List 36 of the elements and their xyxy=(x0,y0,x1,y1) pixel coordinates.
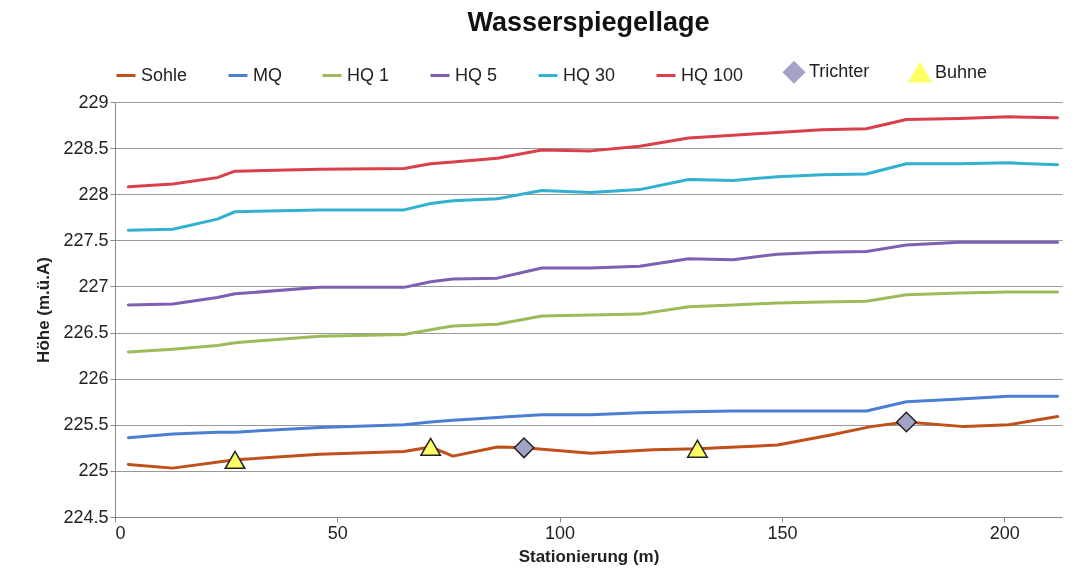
legend-label: Trichter xyxy=(809,61,870,82)
y-tick-label: 228 xyxy=(78,183,109,204)
line-series xyxy=(126,161,1060,232)
line-series xyxy=(126,290,1060,354)
y-tick-label: 226 xyxy=(78,368,109,389)
x-tick-label: 200 xyxy=(989,522,1020,543)
legend-label: HQ 100 xyxy=(681,64,744,85)
point xyxy=(895,411,917,433)
x-tick-label: 50 xyxy=(327,522,348,543)
y-tick-label: 229 xyxy=(78,91,109,112)
line-series xyxy=(126,240,1060,307)
y-tick-label: 225.5 xyxy=(63,414,109,435)
legend-label: HQ 1 xyxy=(347,64,390,85)
x-tick-label: 0 xyxy=(115,522,126,543)
point xyxy=(686,439,708,458)
x-axis-title: Stationierung (m) xyxy=(518,546,660,566)
y-axis-title: Höhe (m.ü.A) xyxy=(34,257,54,363)
y-tick-label: 224.5 xyxy=(63,506,109,527)
chart-title: Wasserspiegellage xyxy=(467,7,710,37)
x-tick-label: 150 xyxy=(767,522,798,543)
y-tick-label: 228.5 xyxy=(63,137,109,158)
y-tick-label: 226.5 xyxy=(63,322,109,343)
legend-label: MQ xyxy=(253,64,282,85)
legend-label: HQ 5 xyxy=(455,64,498,85)
y-tick-label: 225 xyxy=(78,460,109,481)
line-series xyxy=(126,115,1060,189)
y-tick-label: 227 xyxy=(78,275,109,296)
point xyxy=(420,437,442,457)
point xyxy=(513,437,535,459)
line-series xyxy=(126,394,1060,440)
legend-label: Sohle xyxy=(141,64,188,85)
y-tick-label: 227.5 xyxy=(63,229,109,250)
legend-label: Buhne xyxy=(935,61,988,82)
point xyxy=(224,450,246,470)
legend-label: HQ 30 xyxy=(563,64,616,85)
x-tick-label: 100 xyxy=(545,522,576,543)
